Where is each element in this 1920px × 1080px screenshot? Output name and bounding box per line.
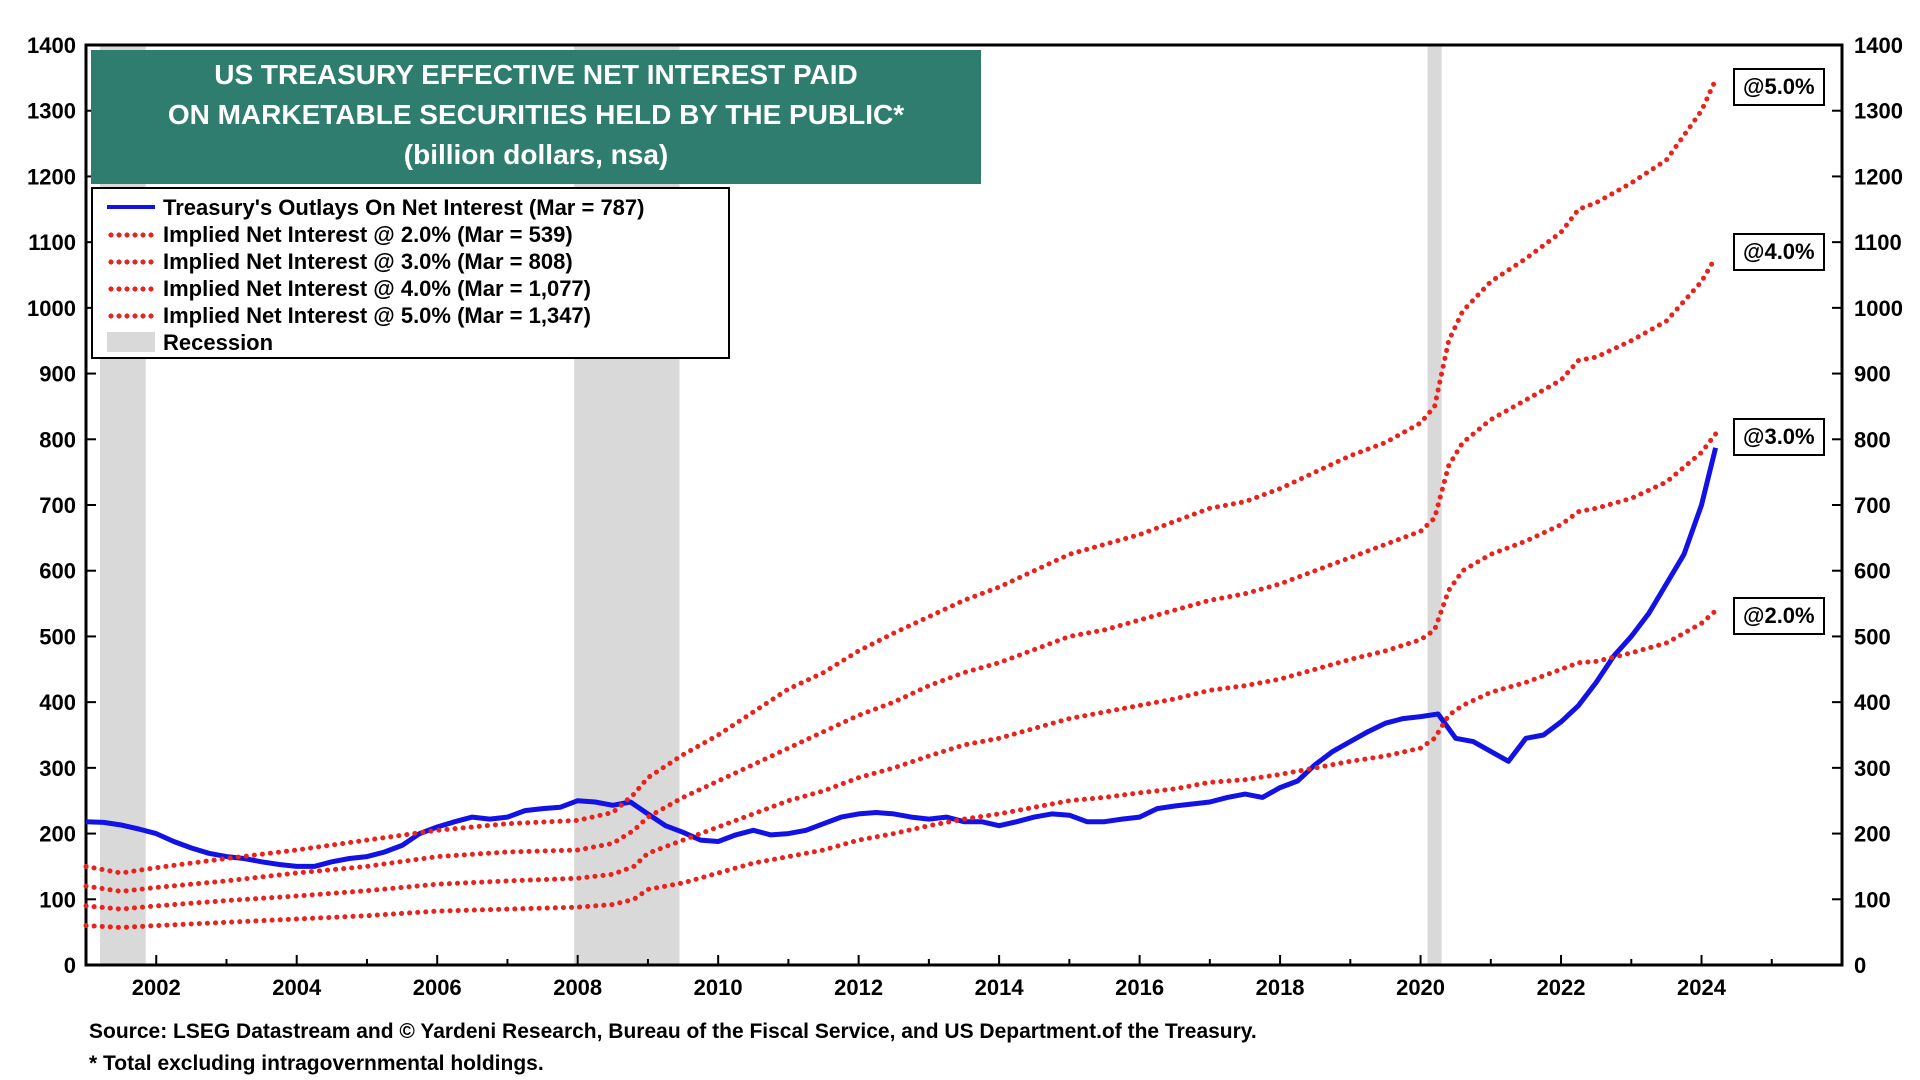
y-tick-label-left-8: 800	[39, 427, 76, 452]
y-tick-label-right-0: 0	[1854, 953, 1866, 978]
asterisk-note: * Total excluding intragovernmental hold…	[89, 1052, 544, 1075]
y-tick-label-left-1: 100	[39, 887, 76, 912]
y-tick-label-left-7: 700	[39, 493, 76, 518]
y-tick-label-right-9: 900	[1854, 362, 1891, 387]
series-line-4	[83, 77, 1719, 876]
legend-swatch-at5	[107, 311, 155, 320]
y-tick-label-right-4: 400	[1854, 690, 1891, 715]
x-tick-label-4: 2010	[694, 975, 743, 1000]
y-tick-label-right-13: 1300	[1854, 99, 1903, 124]
y-tick-label-left-2: 200	[39, 822, 76, 847]
chart-title: US TREASURY EFFECTIVE NET INTEREST PAID	[214, 59, 858, 90]
y-tick-label-left-11: 1100	[28, 230, 76, 255]
y-tick-label-right-8: 800	[1854, 427, 1891, 452]
y-tick-label-right-1: 100	[1854, 887, 1891, 912]
end-label-3pct: @3.0%	[1733, 418, 1825, 456]
y-tick-label-left-10: 1000	[27, 296, 76, 321]
x-tick-label-7: 2016	[1115, 975, 1164, 1000]
series-line-0	[85, 447, 1719, 869]
x-tick-label-1: 2004	[272, 975, 322, 1000]
legend-label-at5: Implied Net Interest @ 5.0% (Mar = 1,347…	[163, 303, 591, 328]
y-tick-label-left-13: 1300	[27, 99, 76, 124]
x-tick-label-8: 2018	[1256, 975, 1305, 1000]
recession-band-2	[1427, 45, 1442, 965]
chart-title-line2: ON MARKETABLE SECURITIES HELD BY THE PUB…	[167, 99, 905, 130]
series-line-1	[83, 608, 1719, 930]
y-tick-label-right-7: 700	[1854, 493, 1891, 518]
y-tick-label-right-11: 1100	[1854, 230, 1902, 255]
end-label-2pct: @2.0%	[1733, 597, 1825, 635]
y-tick-label-left-3: 300	[39, 756, 76, 781]
chart-legend: Treasury's Outlays On Net Interest (Mar …	[91, 187, 730, 359]
legend-swatch-outlays	[107, 205, 155, 209]
series-line-2	[83, 431, 1719, 912]
y-tick-label-right-5: 500	[1854, 624, 1891, 649]
end-label-4pct: @4.0%	[1733, 233, 1825, 271]
x-tick-label-10: 2022	[1537, 975, 1586, 1000]
x-tick-label-3: 2008	[553, 975, 602, 1000]
y-tick-label-right-3: 300	[1854, 756, 1891, 781]
x-tick-label-2: 2006	[413, 975, 462, 1000]
legend-item-at5: Implied Net Interest @ 5.0% (Mar = 1,347…	[93, 302, 728, 329]
legend-swatch-at3	[107, 257, 155, 266]
y-tick-label-right-12: 1200	[1854, 164, 1903, 189]
legend-item-at4: Implied Net Interest @ 4.0% (Mar = 1,077…	[93, 275, 728, 302]
legend-swatch-recession	[107, 332, 155, 352]
legend-label-at3: Implied Net Interest @ 3.0% (Mar = 808)	[163, 249, 573, 274]
legend-swatch-at4	[107, 284, 155, 293]
y-tick-label-right-14: 1400	[1854, 33, 1903, 58]
series-line-3	[83, 254, 1719, 894]
legend-item-recession: Recession	[93, 329, 728, 356]
y-tick-label-left-9: 900	[39, 362, 76, 387]
x-tick-label-6: 2014	[975, 975, 1025, 1000]
y-tick-label-right-10: 1000	[1854, 296, 1903, 321]
legend-swatch-at2	[107, 230, 155, 239]
x-tick-label-11: 2024	[1677, 975, 1727, 1000]
y-tick-label-right-6: 600	[1854, 559, 1891, 584]
chart-subtitle: (billion dollars, nsa)	[403, 139, 669, 170]
y-tick-label-left-0: 0	[64, 953, 76, 978]
legend-item-at3: Implied Net Interest @ 3.0% (Mar = 808)	[93, 248, 728, 275]
legend-label-outlays: Treasury's Outlays On Net Interest (Mar …	[163, 195, 645, 220]
y-tick-label-left-14: 1400	[27, 33, 76, 58]
x-tick-label-0: 2002	[132, 975, 181, 1000]
y-tick-label-left-6: 600	[39, 559, 76, 584]
y-tick-label-left-4: 400	[39, 690, 76, 715]
x-tick-label-9: 2020	[1396, 975, 1445, 1000]
y-tick-label-left-5: 500	[39, 624, 76, 649]
source-note: Source: LSEG Datastream and © Yardeni Re…	[89, 1020, 1257, 1043]
legend-label-at4: Implied Net Interest @ 4.0% (Mar = 1,077…	[163, 276, 591, 301]
chart-title-box: US TREASURY EFFECTIVE NET INTEREST PAID …	[91, 50, 981, 184]
y-tick-label-left-12: 1200	[27, 164, 76, 189]
x-tick-label-5: 2012	[834, 975, 883, 1000]
legend-item-at2: Implied Net Interest @ 2.0% (Mar = 539)	[93, 221, 728, 248]
end-label-5pct: @5.0%	[1733, 68, 1825, 106]
legend-item-outlays: Treasury's Outlays On Net Interest (Mar …	[93, 194, 728, 221]
legend-label-recession: Recession	[163, 330, 274, 355]
legend-label-at2: Implied Net Interest @ 2.0% (Mar = 539)	[163, 222, 573, 247]
y-tick-label-right-2: 200	[1854, 822, 1891, 847]
